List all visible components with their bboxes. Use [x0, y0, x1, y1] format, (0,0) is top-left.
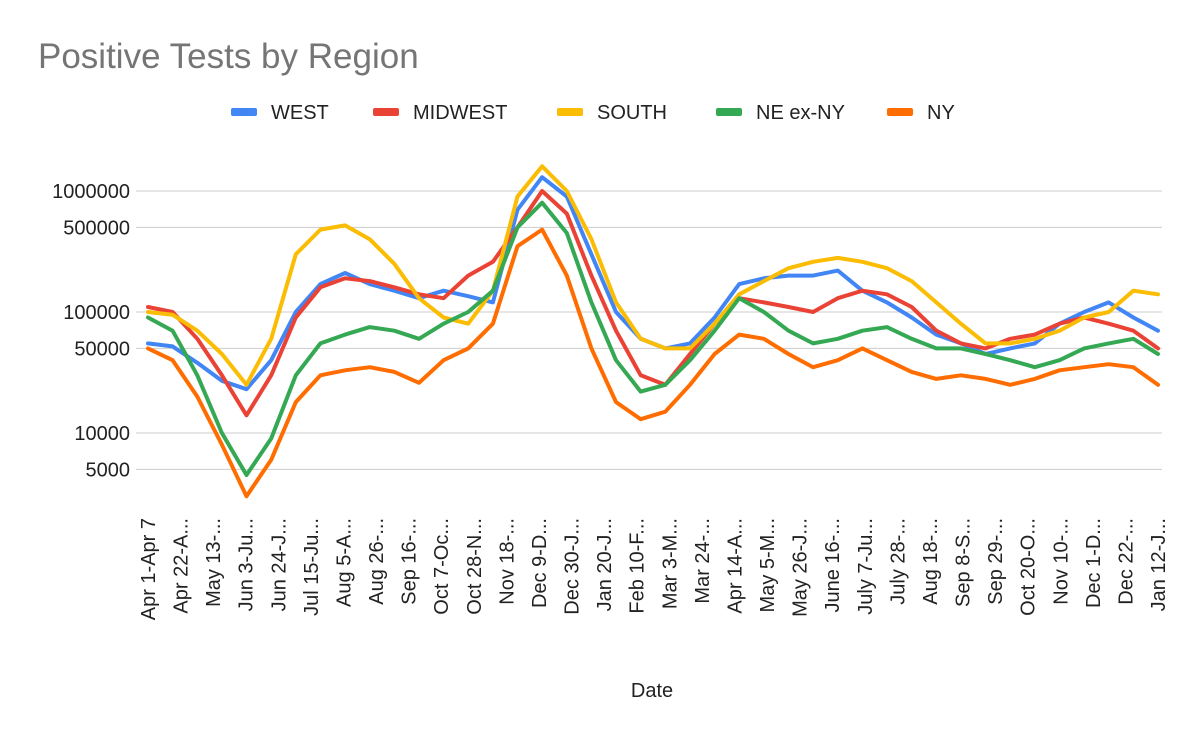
x-tick-label: Apr 22-A... — [171, 518, 193, 614]
x-tick-label: Oct 20-O... — [1018, 518, 1040, 616]
x-axis-label: Date — [631, 680, 673, 702]
x-tick-label: Nov 18-... — [496, 518, 518, 605]
y-tick-label-10000: 10000 — [74, 423, 130, 445]
x-tick-label: Aug 18-... — [920, 518, 942, 605]
x-tick-label: Sep 16-... — [399, 518, 421, 605]
x-tick-label: Dec 9-D... — [529, 518, 551, 608]
x-tick-label: May 5-M... — [757, 518, 779, 612]
legend-swatch-south — [557, 108, 583, 116]
legend-label-ne-ex-ny: NE ex-NY — [756, 102, 845, 124]
chart-title: Positive Tests by Region — [38, 37, 419, 76]
y-tick-label-50000: 50000 — [74, 338, 130, 360]
x-tick-label: Sep 8-S... — [953, 518, 975, 607]
x-tick-label: Dec 1-D... — [1083, 518, 1105, 608]
x-tick-label: Jul 15-Ju... — [301, 518, 323, 616]
gridlines — [136, 190, 1162, 470]
y-tick-label-100000: 100000 — [63, 302, 130, 324]
legend-swatch-ny — [887, 108, 913, 116]
legend-label-midwest: MIDWEST — [413, 102, 507, 124]
x-tick-label: Aug 5-A... — [333, 518, 355, 607]
y-tick-label-5000: 5000 — [86, 459, 131, 481]
series-line-midwest — [146, 189, 1160, 418]
legend-swatch-ne-ex-ny — [716, 108, 742, 116]
legend-label-south: SOUTH — [597, 102, 667, 124]
x-tick-label: Mar 3-M... — [659, 518, 681, 609]
x-axis-ticks: Apr 1-Apr 7 Apr 22-A... May 13-... Jun 3-Ju… — [138, 518, 1170, 620]
x-tick-label: Nov 10-... — [1050, 518, 1072, 605]
y-tick-label-1000000: 1000000 — [52, 181, 130, 203]
x-tick-label: Oct 28-N... — [464, 518, 486, 615]
x-tick-label: July 7-Ju... — [855, 518, 877, 615]
series-line-ny — [146, 227, 1160, 499]
x-tick-label: May 13-... — [203, 518, 225, 607]
x-tick-label: Jan 12-J... — [1148, 518, 1170, 611]
x-tick-label: June 16-... — [822, 518, 844, 613]
x-tick-label: Feb 10-F... — [627, 518, 649, 614]
x-tick-label: July 28-... — [887, 518, 909, 605]
x-tick-label: May 26-J... — [790, 518, 812, 617]
legend-swatch-midwest — [373, 108, 399, 116]
legend-swatch-west — [231, 108, 257, 116]
x-tick-label: Jun 24-J... — [268, 518, 290, 611]
x-tick-label: Mar 24-... — [692, 518, 714, 604]
x-tick-label: Aug 26-... — [366, 518, 388, 605]
x-tick-label: Jan 20-J... — [594, 518, 616, 611]
x-tick-label: Sep 29-... — [985, 518, 1007, 605]
x-tick-label: Apr 14-A... — [724, 518, 746, 614]
legend-label-west: WEST — [271, 102, 329, 124]
x-tick-label: Jun 3-Ju... — [236, 518, 258, 611]
series-line-south — [146, 164, 1160, 387]
x-tick-label: Dec 22-... — [1115, 518, 1137, 605]
series-lines — [146, 164, 1160, 499]
y-tick-label-500000: 500000 — [63, 217, 130, 239]
x-tick-label: Apr 1-Apr 7 — [138, 518, 160, 620]
chart-legend: WEST MIDWEST SOUTH NE ex-NY NY — [231, 102, 955, 124]
legend-label-ny: NY — [927, 102, 955, 124]
series-line-ne-ex-ny — [146, 200, 1160, 477]
x-tick-label: Dec 30-J... — [562, 518, 584, 615]
y-axis-ticks: 1000000 500000 100000 50000 10000 5000 — [52, 181, 130, 481]
x-tick-label: Oct 7-Oc... — [431, 518, 453, 615]
